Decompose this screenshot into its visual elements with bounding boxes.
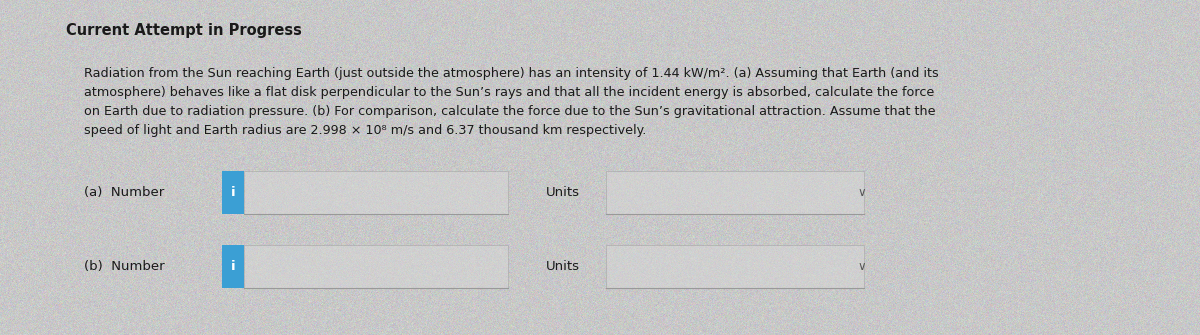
Text: (b)  Number: (b) Number	[84, 260, 164, 273]
Text: ∨: ∨	[857, 260, 866, 273]
FancyBboxPatch shape	[222, 245, 244, 288]
Text: (a)  Number: (a) Number	[84, 186, 164, 199]
FancyBboxPatch shape	[222, 171, 244, 214]
Text: i: i	[230, 186, 235, 199]
Text: ∨: ∨	[857, 186, 866, 199]
FancyBboxPatch shape	[244, 245, 508, 288]
FancyBboxPatch shape	[606, 245, 864, 288]
Text: Current Attempt in Progress: Current Attempt in Progress	[66, 23, 302, 39]
Text: i: i	[230, 260, 235, 273]
Text: Radiation from the Sun reaching Earth (just outside the atmosphere) has an inten: Radiation from the Sun reaching Earth (j…	[84, 67, 938, 137]
Text: Units: Units	[546, 186, 580, 199]
FancyBboxPatch shape	[244, 171, 508, 214]
FancyBboxPatch shape	[606, 171, 864, 214]
Text: Units: Units	[546, 260, 580, 273]
